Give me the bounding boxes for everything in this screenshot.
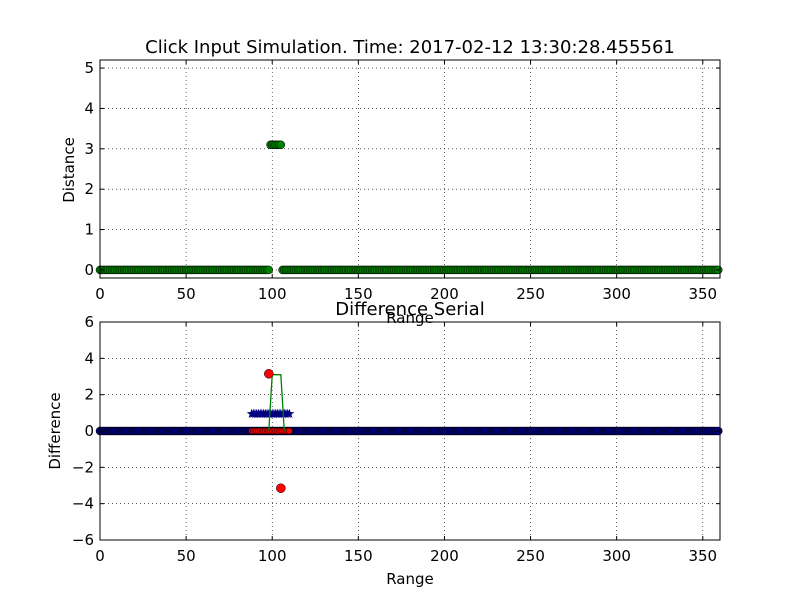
star-marker: ★ <box>270 407 282 422</box>
star-marker: ★ <box>278 407 290 422</box>
x-tick-label: 100 <box>258 547 287 565</box>
chart-title: Click Input Simulation. Time: 2017-02-12… <box>145 37 675 58</box>
y-tick-label: −2 <box>72 458 94 476</box>
zero-point <box>286 427 293 435</box>
y-axis-label: Difference <box>46 392 64 469</box>
y-tick-label: 2 <box>84 386 94 404</box>
star-marker: ★ <box>260 407 272 422</box>
x-tick-label: 50 <box>177 285 196 303</box>
y-tick-label: 4 <box>84 349 94 367</box>
x-tick-label: 200 <box>430 285 459 303</box>
y-tick-label: −4 <box>72 495 94 513</box>
star-marker: ★ <box>284 407 296 422</box>
star-marker: ★ <box>247 407 259 422</box>
star-marker: ★ <box>249 407 261 422</box>
x-tick-label: 300 <box>602 547 631 565</box>
y-tick-label: 4 <box>84 99 94 117</box>
distance-chart: Click Input Simulation. Time: 2017-02-12… <box>60 37 723 327</box>
y-tick-label: −6 <box>72 531 94 549</box>
y-tick-label: 5 <box>84 59 94 77</box>
x-tick-label: 300 <box>602 285 631 303</box>
x-tick-label: 150 <box>344 547 373 565</box>
distance-point <box>264 265 274 275</box>
x-tick-label: 250 <box>516 547 545 565</box>
star-marker: ★ <box>272 407 284 422</box>
y-tick-label: 2 <box>84 180 94 198</box>
difference-chart: ★★★★★★★★★★★★★★★★★★★★★★★ 0 50 100 150 200 250 3… <box>46 299 723 588</box>
star-marker: ★ <box>254 407 266 422</box>
y-axis-label: Distance <box>60 137 78 203</box>
chart-title: Difference Serial <box>335 299 484 320</box>
y-tick-label: 1 <box>84 221 94 239</box>
x-tick-label: 0 <box>95 547 105 565</box>
difference-outlier <box>276 483 286 493</box>
star-marker: ★ <box>251 407 263 422</box>
star-marker: ★ <box>263 407 275 422</box>
star-marker: ★ <box>282 407 294 422</box>
distance-point <box>276 140 286 150</box>
star-marker: ★ <box>268 407 280 422</box>
star-marker: ★ <box>266 407 278 422</box>
y-tick-label: 0 <box>84 422 94 440</box>
x-tick-label: 150 <box>344 285 373 303</box>
star-marker: ★ <box>256 407 268 422</box>
difference-outlier <box>264 369 274 379</box>
x-tick-label: 250 <box>516 285 545 303</box>
star-marker: ★ <box>253 407 265 422</box>
x-tick-label: 50 <box>177 547 196 565</box>
star-marker: ★ <box>277 407 289 422</box>
star-marker: ★ <box>273 407 285 422</box>
y-tick-label: 3 <box>84 140 94 158</box>
plot-frame <box>99 59 721 279</box>
star-marker: ★ <box>280 407 292 422</box>
x-tick-label: 350 <box>688 547 717 565</box>
star-marker: ★ <box>275 407 287 422</box>
y-tick-label: 0 <box>84 261 94 279</box>
y-tick-label: 6 <box>84 313 94 331</box>
star-marker: ★ <box>246 407 258 422</box>
star-marker: ★ <box>258 407 270 422</box>
x-axis-label: Range <box>386 570 434 588</box>
star-marker: ★ <box>265 407 277 422</box>
x-tick-label: 200 <box>430 547 459 565</box>
x-tick-label: 350 <box>688 285 717 303</box>
x-tick-label: 0 <box>95 285 105 303</box>
x-tick-label: 100 <box>258 285 287 303</box>
star-marker: ★ <box>261 407 273 422</box>
